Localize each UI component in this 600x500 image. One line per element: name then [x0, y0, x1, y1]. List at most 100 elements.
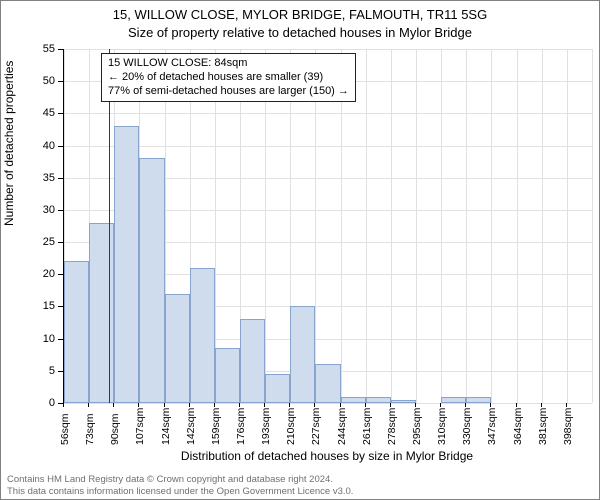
x-tick-mark — [566, 403, 567, 407]
y-tick-label: 45 — [43, 107, 55, 119]
y-tick-label: 0 — [49, 397, 55, 409]
histogram-bar — [466, 397, 491, 403]
x-tick-label: 107sqm — [134, 408, 146, 445]
gridline-v — [491, 49, 492, 403]
x-tick-label: 90sqm — [109, 413, 121, 445]
gridline-v — [517, 49, 518, 403]
histogram-bar — [441, 397, 466, 403]
gridline-h — [64, 113, 592, 114]
y-tick-label: 55 — [43, 43, 55, 55]
y-tick-mark — [58, 371, 63, 372]
chart-container: 15, WILLOW CLOSE, MYLOR BRIDGE, FALMOUTH… — [0, 0, 600, 500]
histogram-bar — [315, 364, 340, 403]
y-tick-label: 5 — [49, 365, 55, 377]
histogram-bar — [64, 261, 89, 403]
x-tick-mark — [440, 403, 441, 407]
y-tick-mark — [58, 49, 63, 50]
x-tick-label: 176sqm — [235, 408, 247, 445]
x-tick-mark — [289, 403, 290, 407]
gridline-v — [592, 49, 593, 403]
y-tick-label: 50 — [43, 75, 55, 87]
x-tick-label: 295sqm — [411, 408, 423, 445]
annotation-line1: 15 WILLOW CLOSE: 84sqm — [108, 57, 349, 71]
x-tick-mark — [138, 403, 139, 407]
x-tick-label: 364sqm — [512, 408, 524, 445]
y-tick-label: 30 — [43, 204, 55, 216]
x-tick-label: 227sqm — [310, 408, 322, 445]
x-tick-mark — [264, 403, 265, 407]
x-tick-label: 193sqm — [260, 408, 272, 445]
histogram-bar — [366, 397, 391, 403]
x-tick-label: 347sqm — [486, 408, 498, 445]
x-tick-label: 398sqm — [562, 408, 574, 445]
y-tick-mark — [58, 178, 63, 179]
x-tick-mark — [113, 403, 114, 407]
x-axis-label: Distribution of detached houses by size … — [63, 449, 591, 463]
gridline-v — [542, 49, 543, 403]
gridline-v — [366, 49, 367, 403]
annotation-line2: ← 20% of detached houses are smaller (39… — [108, 71, 349, 85]
histogram-bar — [265, 374, 290, 403]
x-tick-mark — [88, 403, 89, 407]
gridline-h — [64, 49, 592, 50]
x-tick-label: 330sqm — [461, 408, 473, 445]
gridline-v — [416, 49, 417, 403]
y-tick-mark — [58, 306, 63, 307]
gridline-v — [466, 49, 467, 403]
histogram-bar — [341, 397, 366, 403]
x-tick-mark — [63, 403, 64, 407]
footer-line2: This data contains information licensed … — [7, 486, 353, 497]
x-tick-mark — [239, 403, 240, 407]
y-tick-mark — [58, 146, 63, 147]
gridline-v — [441, 49, 442, 403]
histogram-bar — [165, 294, 190, 403]
y-tick-label: 15 — [43, 300, 55, 312]
annotation-line3: 77% of semi-detached houses are larger (… — [108, 85, 349, 99]
x-tick-label: 73sqm — [84, 413, 96, 445]
x-tick-label: 142sqm — [185, 408, 197, 445]
x-tick-label: 278sqm — [386, 408, 398, 445]
x-tick-mark — [164, 403, 165, 407]
chart-title-line2: Size of property relative to detached ho… — [1, 25, 599, 40]
histogram-bar — [190, 268, 215, 403]
footer-text: Contains HM Land Registry data © Crown c… — [7, 474, 353, 497]
x-tick-mark — [214, 403, 215, 407]
x-tick-label: 124sqm — [160, 408, 172, 445]
x-tick-mark — [516, 403, 517, 407]
plot-area — [63, 49, 592, 404]
x-tick-mark — [189, 403, 190, 407]
x-tick-label: 210sqm — [285, 408, 297, 445]
x-tick-label: 261sqm — [361, 408, 373, 445]
x-tick-mark — [314, 403, 315, 407]
x-tick-mark — [490, 403, 491, 407]
x-tick-mark — [465, 403, 466, 407]
annotation-box: 15 WILLOW CLOSE: 84sqm ← 20% of detached… — [101, 53, 356, 102]
x-tick-label: 56sqm — [59, 413, 71, 445]
histogram-bar — [391, 400, 416, 403]
x-tick-mark — [541, 403, 542, 407]
y-tick-mark — [58, 210, 63, 211]
histogram-bar — [290, 306, 315, 403]
histogram-bar — [89, 223, 114, 403]
gridline-h — [64, 146, 592, 147]
y-tick-mark — [58, 274, 63, 275]
histogram-bar — [114, 126, 139, 403]
y-axis-label: Number of detached properties — [2, 61, 16, 226]
x-tick-label: 159sqm — [210, 408, 222, 445]
gridline-v — [391, 49, 392, 403]
y-tick-label: 20 — [43, 268, 55, 280]
y-tick-mark — [58, 242, 63, 243]
gridline-h — [64, 403, 592, 404]
y-tick-label: 40 — [43, 140, 55, 152]
histogram-bar — [240, 319, 265, 403]
footer-line1: Contains HM Land Registry data © Crown c… — [7, 474, 353, 485]
y-tick-label: 10 — [43, 333, 55, 345]
histogram-bar — [139, 158, 164, 403]
y-tick-mark — [58, 113, 63, 114]
chart-title-line1: 15, WILLOW CLOSE, MYLOR BRIDGE, FALMOUTH… — [1, 7, 599, 22]
y-tick-label: 35 — [43, 172, 55, 184]
y-tick-mark — [58, 339, 63, 340]
x-tick-mark — [365, 403, 366, 407]
x-tick-label: 310sqm — [436, 408, 448, 445]
gridline-v — [567, 49, 568, 403]
